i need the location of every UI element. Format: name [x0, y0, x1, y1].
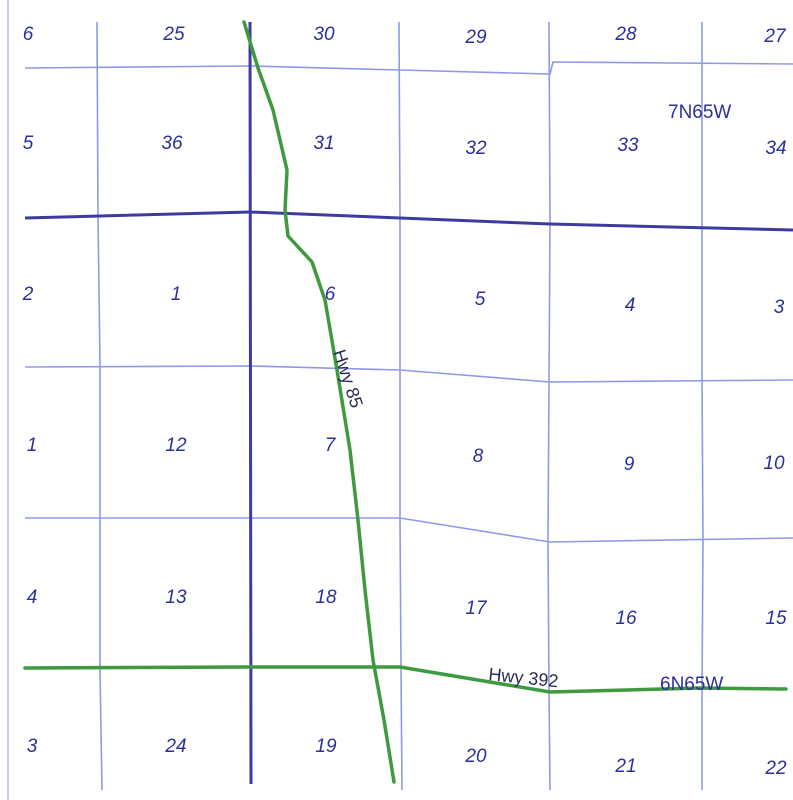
section-5-partial: 5: [23, 133, 34, 154]
hwy-392-line: [23, 665, 788, 694]
section-9: 9: [624, 454, 635, 475]
section-29: 29: [464, 27, 487, 48]
section-8: 8: [473, 446, 484, 467]
section-line-v3: [398, 21, 403, 791]
township-label-south: 6N65W: [660, 674, 723, 695]
section-22: 22: [764, 758, 787, 779]
section-17: 17: [465, 598, 488, 619]
section-21: 21: [614, 756, 636, 777]
section-2-partial: 2: [22, 284, 34, 305]
hwy-85-line: [242, 20, 396, 784]
township-boundaries: [24, 21, 793, 785]
section-34: 34: [765, 138, 786, 159]
section-20: 20: [464, 746, 487, 767]
section-labels: 6 25 30 29 28 27 5 36 31 32 33 34 2 1 6 …: [22, 24, 787, 779]
section-5: 5: [475, 289, 486, 310]
section-line-h4: [25, 517, 793, 543]
township-label-north: 7N65W: [668, 102, 731, 123]
section-3: 3: [774, 297, 785, 318]
section-12: 12: [165, 435, 187, 456]
section-line-v4: [547, 21, 551, 791]
section-13: 13: [165, 587, 187, 608]
section-1: 1: [171, 284, 182, 305]
section-14-partial: 4: [27, 587, 38, 608]
section-36: 36: [161, 133, 183, 154]
section-18: 18: [315, 587, 337, 608]
section-28: 28: [614, 24, 637, 45]
section-4: 4: [625, 295, 636, 316]
section-7: 7: [325, 435, 337, 456]
section-line-v1: [96, 21, 103, 791]
section-23-partial: 3: [27, 736, 38, 757]
section-27: 27: [763, 26, 787, 47]
highways: [23, 20, 788, 784]
range-line: [248, 21, 253, 785]
section-31: 31: [313, 133, 334, 154]
section-33: 33: [617, 135, 639, 156]
section-30: 30: [313, 24, 335, 45]
section-25: 25: [162, 24, 185, 45]
section-6: 6: [325, 284, 336, 305]
section-10: 10: [763, 453, 785, 474]
section-line-h3: [24, 365, 793, 383]
section-grid: [24, 21, 793, 791]
section-11-partial: 1: [27, 435, 38, 456]
township-line: [24, 210, 793, 232]
section-line-v5: [701, 22, 704, 790]
section-6-partial-top: 6: [23, 24, 34, 45]
section-15: 15: [765, 608, 787, 629]
section-19: 19: [315, 736, 337, 757]
section-line-h1: [24, 61, 793, 75]
section-32: 32: [465, 138, 487, 159]
section-24: 24: [164, 736, 186, 757]
section-16: 16: [615, 608, 637, 629]
